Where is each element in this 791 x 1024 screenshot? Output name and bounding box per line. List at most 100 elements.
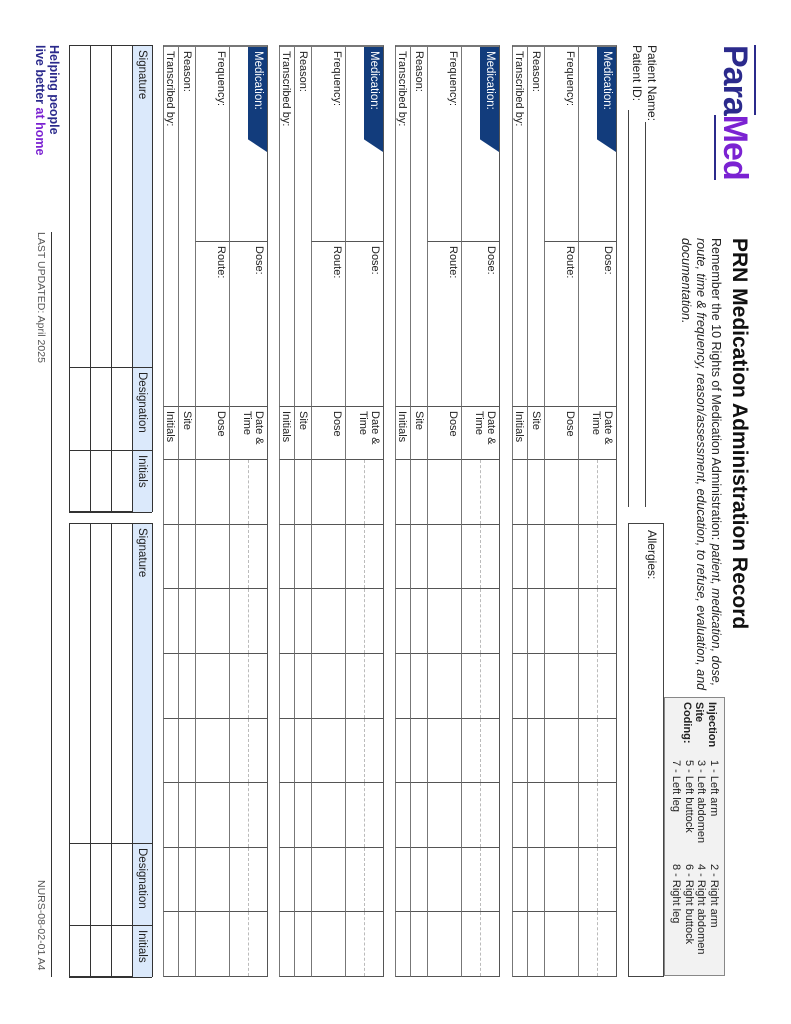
administration-site-cell[interactable] [410, 783, 427, 848]
administration-dose-cell[interactable] [427, 589, 461, 654]
administration-initials-cell[interactable] [163, 460, 178, 525]
administration-date-time-cell[interactable] [345, 460, 383, 525]
administration-dose-cell[interactable] [544, 847, 578, 913]
administration-initials-cell[interactable] [395, 460, 410, 525]
administration-dose-cell[interactable] [427, 783, 461, 848]
administration-dose-cell[interactable] [427, 653, 461, 719]
administration-initials-cell[interactable] [163, 524, 178, 590]
administration-site-cell[interactable] [527, 460, 544, 525]
administration-date-time-cell[interactable] [229, 460, 267, 525]
administration-date-time-cell[interactable] [461, 524, 499, 590]
initials-cell[interactable] [90, 451, 111, 513]
frequency-field[interactable]: Frequency: [544, 47, 578, 242]
administration-date-time-cell[interactable] [229, 783, 267, 848]
administration-date-time-cell[interactable] [345, 524, 383, 590]
administration-site-cell[interactable] [294, 589, 311, 654]
administration-dose-cell[interactable] [544, 653, 578, 719]
administration-dose-cell[interactable] [195, 460, 229, 525]
transcribed-by-field[interactable]: Transcribed by: [279, 47, 294, 407]
administration-site-cell[interactable] [527, 524, 544, 590]
administration-site-cell[interactable] [527, 653, 544, 719]
administration-initials-cell[interactable] [163, 718, 178, 784]
administration-date-time-cell[interactable] [578, 524, 616, 590]
administration-initials-cell[interactable] [279, 460, 294, 525]
administration-site-cell[interactable] [527, 718, 544, 784]
initials-cell[interactable] [90, 926, 111, 978]
administration-date-time-cell[interactable] [229, 718, 267, 784]
administration-date-time-cell[interactable] [229, 524, 267, 590]
administration-site-cell[interactable] [410, 653, 427, 719]
administration-date-time-cell[interactable] [578, 718, 616, 784]
transcribed-by-field[interactable]: Transcribed by: [512, 47, 527, 407]
medication-field[interactable]: Medication: [578, 47, 616, 242]
administration-date-time-cell[interactable] [578, 653, 616, 719]
administration-initials-cell[interactable] [395, 524, 410, 590]
administration-dose-cell[interactable] [195, 718, 229, 784]
administration-initials-cell[interactable] [395, 783, 410, 848]
administration-initials-cell[interactable] [512, 783, 527, 848]
administration-initials-cell[interactable] [512, 653, 527, 719]
administration-site-cell[interactable] [294, 653, 311, 719]
patient-id-field[interactable] [628, 110, 629, 507]
administration-date-time-cell[interactable] [461, 783, 499, 848]
dose-field[interactable]: Dose: [345, 242, 383, 407]
administration-initials-cell[interactable] [279, 847, 294, 913]
dose-field[interactable]: Dose: [229, 242, 267, 407]
administration-dose-cell[interactable] [544, 589, 578, 654]
administration-date-time-cell[interactable] [345, 847, 383, 913]
initials-cell[interactable] [111, 451, 132, 513]
administration-initials-cell[interactable] [279, 783, 294, 848]
administration-initials-cell[interactable] [279, 653, 294, 719]
administration-site-cell[interactable] [294, 524, 311, 590]
administration-date-time-cell[interactable] [461, 912, 499, 977]
administration-initials-cell[interactable] [395, 912, 410, 977]
transcribed-by-field[interactable]: Transcribed by: [395, 47, 410, 407]
administration-initials-cell[interactable] [163, 653, 178, 719]
administration-date-time-cell[interactable] [345, 653, 383, 719]
route-field[interactable]: Route: [427, 242, 461, 407]
administration-site-cell[interactable] [410, 718, 427, 784]
administration-initials-cell[interactable] [279, 718, 294, 784]
designation-cell[interactable] [90, 368, 111, 451]
administration-site-cell[interactable] [410, 847, 427, 913]
administration-initials-cell[interactable] [395, 718, 410, 784]
reason-field[interactable]: Reason: [294, 47, 311, 407]
transcribed-by-field[interactable]: Transcribed by: [163, 47, 178, 407]
administration-site-cell[interactable] [178, 783, 195, 848]
administration-dose-cell[interactable] [427, 912, 461, 977]
signature-cell[interactable] [69, 524, 90, 844]
administration-site-cell[interactable] [410, 912, 427, 977]
administration-initials-cell[interactable] [279, 589, 294, 654]
route-field[interactable]: Route: [195, 242, 229, 407]
administration-initials-cell[interactable] [163, 589, 178, 654]
signature-cell[interactable] [69, 46, 90, 368]
signature-cell[interactable] [111, 524, 132, 844]
allergies-field[interactable]: Allergies: [628, 523, 664, 977]
administration-dose-cell[interactable] [544, 460, 578, 525]
reason-field[interactable]: Reason: [527, 47, 544, 407]
administration-site-cell[interactable] [178, 460, 195, 525]
administration-initials-cell[interactable] [512, 460, 527, 525]
administration-dose-cell[interactable] [195, 589, 229, 654]
administration-site-cell[interactable] [410, 589, 427, 654]
administration-dose-cell[interactable] [544, 783, 578, 848]
administration-site-cell[interactable] [178, 589, 195, 654]
administration-dose-cell[interactable] [311, 653, 345, 719]
administration-dose-cell[interactable] [195, 524, 229, 590]
medication-field[interactable]: Medication: [345, 47, 383, 242]
administration-site-cell[interactable] [294, 783, 311, 848]
administration-site-cell[interactable] [294, 847, 311, 913]
administration-initials-cell[interactable] [395, 847, 410, 913]
frequency-field[interactable]: Frequency: [195, 47, 229, 242]
initials-cell[interactable] [69, 926, 90, 978]
reason-field[interactable]: Reason: [178, 47, 195, 407]
administration-initials-cell[interactable] [395, 589, 410, 654]
administration-site-cell[interactable] [527, 912, 544, 977]
administration-site-cell[interactable] [178, 718, 195, 784]
signature-cell[interactable] [111, 46, 132, 368]
signature-cell[interactable] [90, 46, 111, 368]
administration-dose-cell[interactable] [544, 718, 578, 784]
reason-field[interactable]: Reason: [410, 47, 427, 407]
route-field[interactable]: Route: [311, 242, 345, 407]
administration-site-cell[interactable] [294, 912, 311, 977]
